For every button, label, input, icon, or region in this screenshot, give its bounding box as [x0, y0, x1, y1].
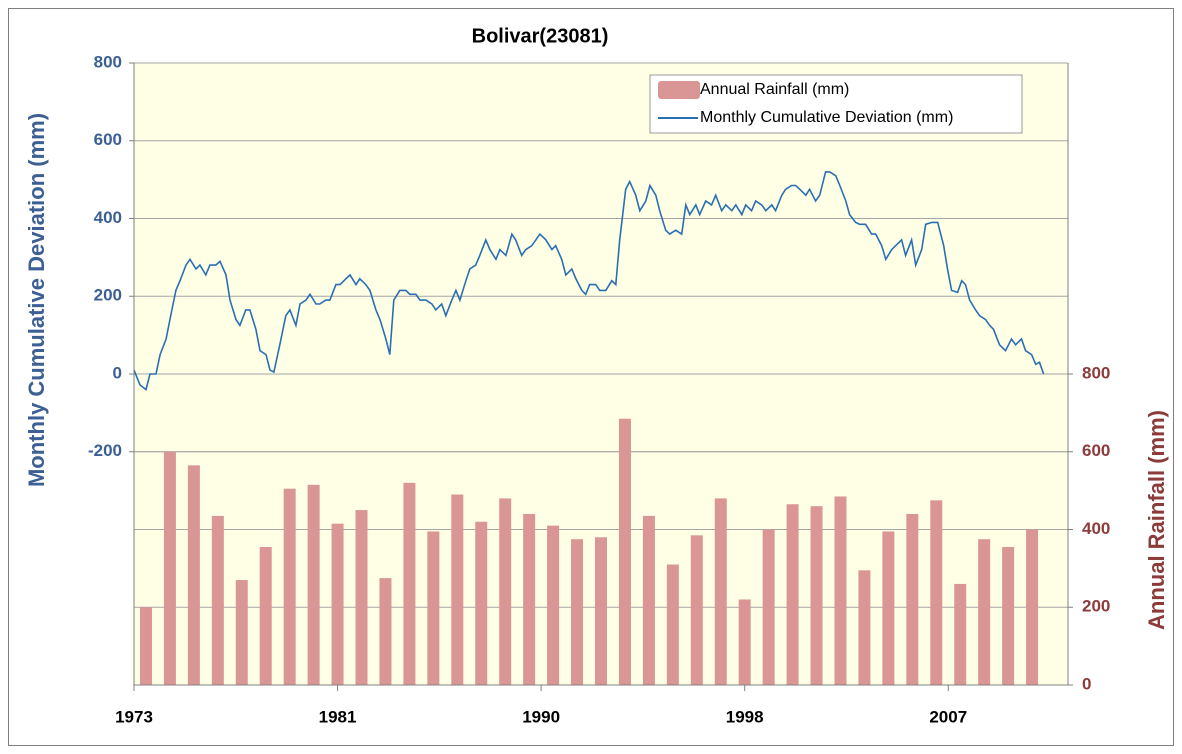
y-tick-label: -200: [88, 441, 122, 460]
bar: [642, 515, 655, 685]
bar: [762, 529, 775, 685]
legend-swatch: [658, 81, 700, 99]
bar: [235, 580, 248, 685]
legend-label: Annual Rainfall (mm): [700, 81, 849, 98]
y-tick-label: 800: [94, 52, 122, 71]
legend-box: [649, 74, 1023, 134]
x-tick-label: 1981: [319, 707, 357, 726]
bar: [283, 488, 296, 685]
bar: [139, 607, 152, 685]
y-axis-title: Monthly Cumulative Deviation (mm): [24, 113, 49, 487]
bar: [523, 513, 536, 685]
x-tick-label: 1998: [726, 707, 764, 726]
bar: [906, 513, 919, 685]
bar: [930, 500, 943, 685]
bar: [427, 531, 440, 685]
bar: [714, 498, 727, 685]
y2-tick-label: 0: [1082, 674, 1091, 693]
bar: [834, 496, 847, 685]
bar: [595, 537, 607, 685]
bar: [547, 525, 560, 685]
bar: [1026, 529, 1039, 685]
bar: [882, 531, 895, 685]
bar: [259, 546, 272, 685]
y-tick-label: 600: [94, 130, 122, 149]
bar: [1002, 546, 1015, 685]
bar: [954, 583, 967, 685]
y-tick-label: 200: [94, 286, 122, 305]
chart-title: Bolivar(23081): [472, 25, 609, 47]
bar: [403, 482, 416, 685]
bar: [499, 498, 512, 685]
bar: [810, 506, 823, 685]
bar: [331, 523, 344, 685]
bar: [187, 465, 200, 685]
x-tick-label: 1990: [522, 707, 560, 726]
bar: [307, 484, 320, 685]
bar: [211, 515, 224, 685]
bar: [738, 599, 751, 685]
plot-layer: -200 0 200 400 600 800 0 200 400 600 800 1973 1981 19…: [88, 52, 1110, 726]
bar: [978, 539, 991, 685]
bar: [475, 521, 488, 685]
bar: [618, 418, 631, 685]
bar: [571, 539, 584, 685]
bar: [163, 451, 176, 685]
y2-tick-label: 800: [1082, 363, 1110, 382]
bar: [690, 535, 703, 685]
bar: [858, 570, 871, 685]
y-tick-label: 400: [94, 208, 122, 227]
bar: [666, 564, 679, 685]
x-tick-label: 1973: [115, 707, 153, 726]
y2-tick-label: 600: [1082, 441, 1110, 460]
y-tick-label: 0: [113, 363, 122, 382]
bar: [379, 578, 392, 685]
y2-tick-label: 200: [1082, 597, 1110, 616]
line: [133, 171, 1045, 391]
bar: [786, 504, 799, 685]
y2-axis-title: Annual Rainfall (mm): [1144, 410, 1169, 630]
legend-label: Monthly Cumulative Deviation (mm): [700, 109, 953, 126]
bar: [451, 494, 464, 685]
y2-tick-label: 400: [1082, 519, 1110, 538]
bar: [355, 510, 368, 685]
x-tick-label: 2007: [929, 707, 967, 726]
